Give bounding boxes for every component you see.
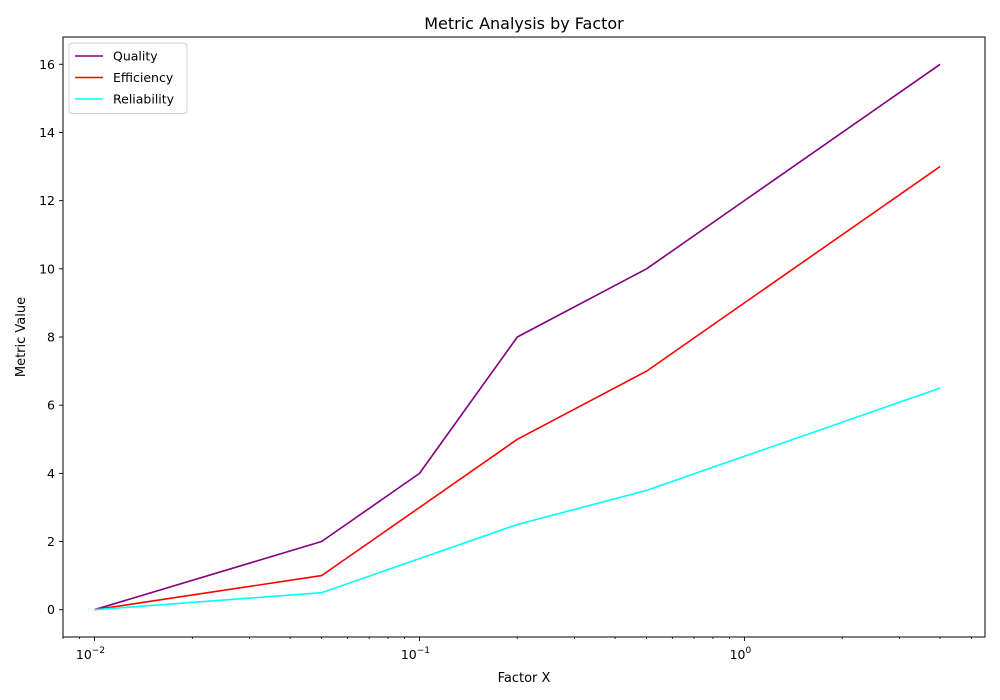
y-tick-label: 0 <box>47 602 55 617</box>
legend-label-reliability: Reliability <box>113 92 175 107</box>
plot-area: 10−2 10−1 100 0 2 4 6 8 10 12 14 16 <box>39 36 986 662</box>
legend-box <box>68 42 188 114</box>
chart-title: Metric Analysis by Factor <box>424 14 624 33</box>
series-line-quality <box>94 63 941 611</box>
y-tick-label: 6 <box>47 398 55 413</box>
legend-label-efficiency: Efficiency <box>113 70 174 85</box>
x-tick-label: 100 <box>730 646 752 662</box>
y-tick-label: 14 <box>39 125 55 140</box>
y-tick-label: 8 <box>47 330 55 345</box>
y-tick-label: 12 <box>39 193 55 208</box>
y-tick-label: 10 <box>39 261 55 276</box>
series-line-efficiency <box>94 165 941 611</box>
x-tick-label: 10−1 <box>401 646 430 662</box>
y-tick-label: 16 <box>39 57 55 72</box>
legend: Quality Efficiency Reliability <box>68 42 188 114</box>
y-tick-label: 2 <box>47 534 55 549</box>
x-tick-label: 10−2 <box>76 646 105 662</box>
y-tick-label: 4 <box>47 466 55 481</box>
x-axis-label: Factor X <box>498 671 551 686</box>
series-line-reliability <box>94 387 941 611</box>
y-axis-label: Metric Value <box>14 297 29 377</box>
legend-label-quality: Quality <box>113 49 158 64</box>
plot-frame <box>62 36 986 638</box>
